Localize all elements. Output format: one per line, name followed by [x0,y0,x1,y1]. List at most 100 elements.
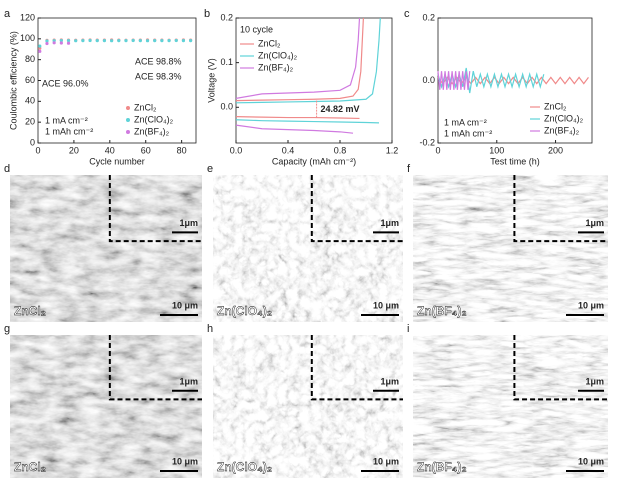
panel-letter: d [4,163,10,175]
panel-letter: b [204,8,210,20]
data-point [110,39,114,43]
panel-letter: h [207,323,213,335]
sem-panel: f 1μm Zn(BF₄)₂ 10 μm [407,163,608,322]
sem-image [413,175,608,322]
data-point [45,41,49,46]
inset-border [108,175,202,243]
y-tick-label: 80 [25,54,35,64]
inset-border [310,335,403,401]
panel-letter: i [407,323,409,335]
panel-label: Zn(ClO₄)₂ [217,460,272,474]
data-line [235,124,354,134]
inset-scale: 1μm [585,218,604,228]
data-point [160,39,164,43]
x-axis-label: Cycle number [89,156,145,166]
data-point [38,49,42,53]
data-point [59,39,63,43]
x-tick-label: 40 [105,145,115,155]
x-tick-label: 20 [69,145,79,155]
annotation: 1 mA cm⁻² [444,117,487,127]
data-line [437,71,471,90]
data-point [95,39,99,43]
legend-label: Zn(BF₄)₂ [258,62,294,72]
data-point [66,39,71,43]
annotation: ACE 96.0% [42,78,89,88]
annotation: 24.82 mV [321,104,360,114]
scale-label: 10 μm [373,300,399,310]
y-tick-label: 120 [20,12,35,22]
y-tick-label: 0.0 [422,75,435,85]
data-point [131,38,135,43]
scale-label: 10 μm [373,456,399,466]
scale-label: 10 μm [578,300,604,310]
data-line [235,17,361,99]
y-tick-label: 0.0 [220,102,233,112]
legend-marker [126,130,130,134]
data-line [235,17,364,102]
data-point [167,39,171,43]
inset-scale: 1μm [380,377,399,387]
y-tick-label: 0.2 [422,12,435,22]
annotation: 1 mAh cm⁻² [444,128,492,138]
y-axis-label: Voltage (V) [206,58,216,103]
data-line [235,17,381,104]
panel-label: Zn(ClO₄)₂ [217,304,272,318]
x-tick-label: 80 [177,145,187,155]
panel-label: ZnCl₂ [14,460,46,474]
sem-image [413,335,608,478]
chart-title: 10 cycle [240,24,273,34]
y-tick-label: 0 [30,137,35,147]
inset-scale: 1μm [179,218,198,228]
sem-image [213,335,403,478]
panel-letter: a [4,8,11,20]
data-point [52,41,56,45]
data-point [145,39,150,43]
annotation: ACE 98.8% [135,56,182,66]
y-axis-label: Coulombic efficiency (%) [8,31,18,130]
legend-marker [126,118,130,122]
x-tick-label: 0.4 [282,145,295,155]
y-tick-label: 0.2 [220,12,233,22]
data-point [38,44,42,48]
panel-letter: c [404,8,410,20]
x-tick-label: 60 [141,145,151,155]
inset-border [513,335,608,401]
data-point [102,39,107,43]
sem-panel: i 1μm Zn(BF₄)₂ 10 μm [407,323,608,478]
inset-scale: 1μm [179,377,198,387]
legend-label: ZnCl₂ [544,101,567,111]
sem-image [10,175,202,322]
legend-label: ZnCl₂ [134,102,157,112]
scale-label: 10 μm [172,456,198,466]
x-tick-label: 0.8 [334,145,347,155]
data-point [59,41,63,45]
data-point [124,39,128,43]
x-axis-label: Capacity (mAh cm⁻²) [272,156,356,166]
panel-letter: g [4,323,10,335]
data-point [138,39,142,43]
legend-label: Zn(BF₄)₂ [544,125,580,135]
x-tick-label: 0 [35,145,40,155]
data-line [235,116,360,120]
inset-scale: 1μm [585,377,604,387]
panel-label: Zn(BF₄)₂ [417,304,467,318]
panel-letter: f [407,163,411,175]
sem-image [10,335,202,478]
annotation: 1 mA cm⁻² [45,115,88,125]
x-tick-label: 0.0 [230,145,243,155]
inset-border [108,335,202,401]
data-point [74,39,78,43]
scale-label: 10 μm [578,456,604,466]
data-point [117,39,121,43]
sem-panel: h 1μm Zn(ClO₄)₂ 10 μm [207,323,403,478]
data-point [66,41,71,45]
data-line [235,119,380,124]
y-tick-label: 100 [20,33,35,43]
panel-label: ZnCl₂ [14,304,46,318]
y-tick-label: 0.1 [220,57,233,67]
x-tick-label: 100 [489,145,504,155]
inset-scale: 1μm [380,218,399,228]
panel-letter: e [207,163,213,175]
legend-label: Zn(ClO₄)₂ [134,114,174,124]
